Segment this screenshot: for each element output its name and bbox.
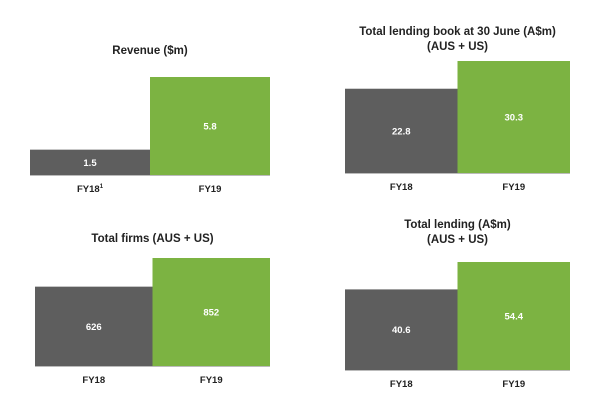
total-firms-chart: Total firms (AUS + US) 626 FY18 852 FY19 (35, 228, 270, 398)
bar-value-label: 40.6 (392, 325, 411, 336)
bar-fy19 (457, 61, 570, 173)
bar-value-label: 5.8 (203, 122, 216, 133)
x-tick-label: FY19 (502, 379, 525, 390)
bar-fy18 (30, 149, 150, 175)
chart-title: Revenue ($m) (112, 45, 188, 57)
total-lending-plot: 40.6 FY18 54.4 FY19 (345, 262, 570, 390)
x-tick-label: FY19 (199, 184, 222, 195)
x-tick-label: FY19 (502, 182, 525, 193)
bar-fy18 (345, 88, 458, 173)
x-tick-label: FY181 (77, 184, 104, 195)
bar-fy19 (152, 258, 270, 366)
x-tick-label: FY18 (390, 379, 413, 390)
bar-fy19 (457, 262, 570, 370)
total-firms-plot: 626 FY18 852 FY19 (35, 258, 270, 386)
revenue-plot: 1.5 FY181 5.8 FY19 (30, 77, 270, 195)
bar-value-label: 30.3 (505, 113, 524, 124)
bar-fy18 (345, 289, 458, 370)
bar-fy18 (35, 286, 153, 366)
lending-book-plot: 22.8 FY18 30.3 FY19 (345, 61, 570, 193)
bar-value-label: 852 (203, 308, 219, 319)
chart-title: Total firms (AUS + US) (91, 233, 214, 245)
chart-title: Total lending (A$m) (AUS + US) (404, 219, 511, 246)
bar-fy19 (150, 77, 270, 175)
bar-value-label: 22.8 (392, 126, 411, 137)
lending-book-chart: Total lending book at 30 June (A$m) (AUS… (345, 25, 570, 200)
chart-title: Total lending book at 30 June (A$m) (AUS… (359, 26, 556, 53)
x-tick-label: FY19 (200, 375, 223, 386)
bar-value-label: 54.4 (505, 312, 524, 323)
bar-value-label: 626 (86, 322, 102, 333)
revenue-chart: Revenue ($m) 1.5 FY181 5.8 FY19 (30, 40, 270, 200)
total-lending-chart: Total lending (A$m) (AUS + US) 40.6 FY18 5… (345, 218, 570, 398)
footnote-marker: 1 (100, 184, 104, 190)
bar-value-label: 1.5 (83, 158, 97, 169)
x-tick-label: FY18 (390, 182, 413, 193)
x-tick-label: FY18 (82, 375, 105, 386)
